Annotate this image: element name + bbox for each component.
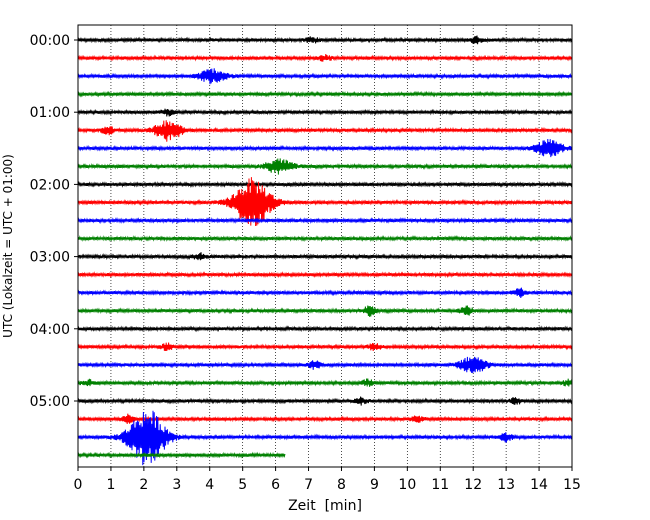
x-axis-label: Zeit [min]: [288, 498, 362, 514]
x-tick-label: 7: [304, 477, 313, 493]
x-tick-label: 5: [238, 477, 247, 493]
seismogram-trace: [77, 108, 573, 117]
x-tick-label: 4: [205, 477, 214, 493]
seismogram-trace: [77, 177, 573, 227]
trace-group: [77, 35, 573, 466]
seismogram-trace: [77, 35, 573, 45]
seismogram-trace: [77, 451, 286, 459]
seismogram-trace: [77, 413, 573, 425]
x-tick-label: 3: [172, 477, 181, 493]
seismogram-trace: [77, 287, 573, 299]
y-axis: 00:00 01:00 02:00 03:00 04:00 05:00: [30, 33, 78, 410]
seismogram-trace: [77, 180, 573, 188]
seismogram-trace: [77, 252, 573, 261]
x-tick-label: 11: [431, 477, 449, 493]
seismogram-trace: [77, 396, 573, 406]
y-tick-label: 01:00: [30, 105, 70, 121]
x-tick-label: 0: [74, 477, 83, 493]
x-tick-label: 2: [139, 477, 148, 493]
y-axis-label: UTC (Lokalzeit = UTC + 01:00): [1, 154, 15, 338]
y-tick-label: 00:00: [30, 33, 70, 49]
x-axis: 0 1 2 3 4 5 6 7 8 9 10 11 12 13 14 15: [74, 467, 581, 493]
seismogram-trace: [77, 158, 573, 175]
seismogram-trace: [77, 378, 573, 387]
seismogram-trace: [77, 305, 573, 317]
x-tick-label: 14: [530, 477, 548, 493]
x-tick-label: 6: [271, 477, 280, 493]
seismogram-trace: [77, 356, 573, 374]
plot-frame: [77, 24, 573, 468]
seismogram-trace: [77, 120, 573, 142]
seismogram-trace: [77, 342, 573, 352]
seismogram-trace: [77, 216, 573, 225]
seismogram-trace: [77, 325, 573, 333]
seismogram-trace: [77, 68, 573, 85]
x-tick-label: 1: [106, 477, 115, 493]
y-tick-label: 05:00: [30, 394, 70, 410]
seismogram-trace: [77, 138, 573, 158]
y-tick-label: 02:00: [30, 177, 70, 193]
y-tick-label: 04:00: [30, 322, 70, 338]
seismogram-trace: [77, 271, 573, 279]
seismogram-trace: [77, 410, 573, 466]
seismogram-trace: [77, 90, 573, 98]
x-tick-label: 15: [563, 477, 581, 493]
x-tick-label: 12: [464, 477, 482, 493]
seismogram-trace: [77, 235, 573, 243]
y-tick-label: 03:00: [30, 250, 70, 266]
x-tick-label: 13: [497, 477, 515, 493]
x-tick-label: 9: [370, 477, 379, 493]
x-tick-label: 10: [398, 477, 416, 493]
x-tick-label: 8: [337, 477, 346, 493]
seismogram-trace: [77, 54, 573, 62]
